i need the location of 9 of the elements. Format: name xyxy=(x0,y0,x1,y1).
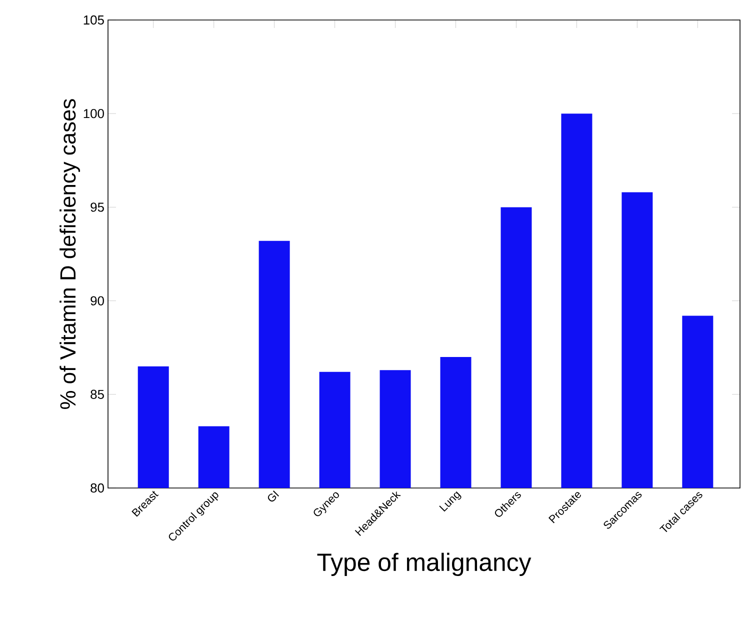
y-tick-label: 90 xyxy=(90,296,104,306)
x-axis-title: Type of malignancy xyxy=(317,552,532,576)
y-tick-label: 100 xyxy=(84,109,104,118)
y-tick-label: 80 xyxy=(90,483,104,493)
y-tick-label: 95 xyxy=(90,202,104,212)
y-tick-label: 105 xyxy=(84,15,104,25)
y-axis-title: % of Vitamin D deficiency cases xyxy=(60,99,80,409)
y-tick-label: 85 xyxy=(90,390,104,399)
x-tick-label: GI xyxy=(268,490,280,502)
